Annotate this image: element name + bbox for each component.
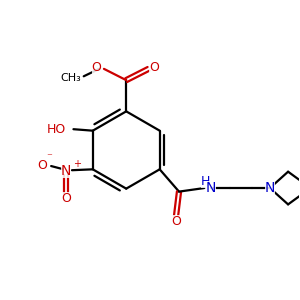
Text: O: O xyxy=(149,61,159,74)
Text: O: O xyxy=(171,215,181,228)
Text: N: N xyxy=(206,181,216,195)
Text: O: O xyxy=(92,61,102,74)
Text: N: N xyxy=(61,164,71,178)
Text: O: O xyxy=(38,159,48,172)
Text: CH₃: CH₃ xyxy=(60,73,81,83)
Text: N: N xyxy=(265,181,275,195)
Text: O: O xyxy=(61,192,71,205)
Text: H: H xyxy=(201,175,210,188)
Text: HO: HO xyxy=(47,123,66,136)
Text: ⁻: ⁻ xyxy=(46,152,52,162)
Text: +: + xyxy=(73,159,80,169)
